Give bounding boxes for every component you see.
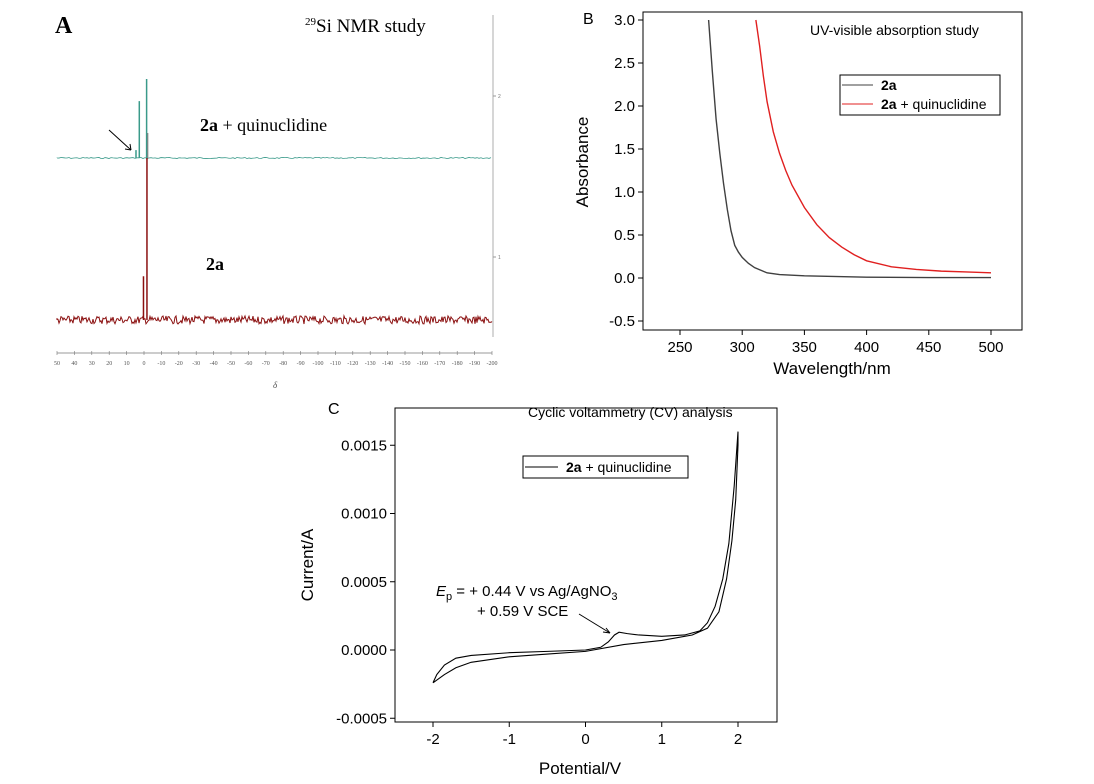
y-tick-label: 0.0005 — [341, 574, 387, 591]
x-tick-label: -180 — [452, 361, 463, 367]
y-tick-label: 1.0 — [614, 184, 635, 201]
y-tick-label: 0.5 — [614, 227, 635, 244]
panel-a-title: 29Si NMR study — [305, 16, 426, 37]
panel-b-uv: B UV-visible absorption study Wavelength… — [573, 11, 1023, 378]
x-axis-label: Wavelength/nm — [773, 359, 890, 378]
y-axis-label: Current/A — [298, 528, 317, 601]
x-tick-label: 500 — [978, 339, 1003, 356]
legend: 2a 2a + quinuclidine — [839, 74, 1001, 116]
series-2a-baseline — [56, 314, 493, 326]
y-tick-label: 3.0 — [614, 12, 635, 29]
y-tick-label: -0.0005 — [336, 710, 387, 727]
x-tick-label: -20 — [175, 361, 183, 367]
x-tick-label: 400 — [854, 339, 879, 356]
x-tick-label: 40 — [71, 361, 77, 367]
x-tick-label: 1 — [658, 731, 666, 748]
y-tick-label: 1.5 — [614, 141, 635, 158]
x-tick-label: -200 — [487, 361, 498, 367]
series-line-2a — [707, 19, 991, 279]
ep-arrow — [578, 613, 611, 634]
x-tick-label: 350 — [792, 339, 817, 356]
y-axis-label: Absorbance — [573, 117, 592, 208]
x-tick-label: -50 — [227, 361, 235, 367]
right-tick-label: 2 — [498, 94, 501, 100]
x-tick-label: -90 — [297, 361, 305, 367]
x-tick-label: -2 — [426, 731, 439, 748]
y-tick-label: 2.5 — [614, 55, 635, 72]
panel-label-a: A — [55, 13, 73, 39]
series-line-quinuclidine — [755, 19, 992, 274]
legend-box — [522, 455, 689, 479]
annotation-arrow-head — [124, 143, 132, 151]
plot-frame — [394, 407, 778, 723]
x-tick-label: 30 — [89, 361, 95, 367]
ep-annotation-line2: + 0.59 V SCE — [477, 603, 568, 620]
x-tick-label: 0 — [581, 731, 589, 748]
x-tick-label: -150 — [400, 361, 411, 367]
cv-curve — [432, 431, 739, 684]
x-tick-label: 2 — [734, 731, 742, 748]
x-tick-label: -40 — [210, 361, 218, 367]
plot-frame — [642, 11, 1023, 331]
legend-box — [839, 74, 1001, 116]
legend: 2a + quinuclidine — [522, 455, 689, 479]
series-label-2a: 2a — [206, 254, 224, 274]
y-tick-label: 2.0 — [614, 98, 635, 115]
x-tick-label: -10 — [157, 361, 165, 367]
ep-annotation-line1: Ep = + 0.44 V vs Ag/AgNO3 — [436, 583, 618, 603]
right-tick-label: 1 — [498, 255, 501, 261]
x-tick-label: 450 — [916, 339, 941, 356]
x-tick-label: 50 — [54, 361, 60, 367]
x-tick-label: -170 — [434, 361, 445, 367]
legend-label-quinuclidine: 2a + quinuclidine — [881, 96, 987, 112]
x-tick-label: -1 — [503, 731, 516, 748]
panel-a-nmr: A 29Si NMR study 2a + quinuclidine 2a δ … — [54, 13, 501, 390]
y-tick-label: 0.0010 — [341, 506, 387, 523]
x-tick-label: -80 — [279, 361, 287, 367]
x-axis-label: δ — [273, 380, 278, 390]
x-tick-label: -60 — [244, 361, 252, 367]
x-axis-label: Potential/V — [539, 759, 622, 778]
x-tick-label: 10 — [124, 361, 130, 367]
x-tick-label: -160 — [417, 361, 428, 367]
x-tick-label: 250 — [667, 339, 692, 356]
annotation-arrow — [108, 129, 132, 151]
panel-b-title: UV-visible absorption study — [810, 22, 979, 38]
series-quinuclidine-baseline — [56, 156, 492, 160]
x-tick-label: -30 — [192, 361, 200, 367]
x-tick-label: -190 — [469, 361, 480, 367]
x-tick-label: -130 — [365, 361, 376, 367]
x-tick-label: -110 — [330, 361, 341, 367]
y-tick-label: 0.0015 — [341, 437, 387, 454]
x-tick-label: -100 — [313, 361, 324, 367]
legend-label: 2a + quinuclidine — [566, 459, 672, 475]
panel-label-b: B — [583, 11, 594, 28]
x-tick-label: -140 — [382, 361, 393, 367]
panel-label-c: C — [328, 401, 340, 418]
ep-arrow-head — [602, 627, 611, 634]
x-tick-label: -120 — [347, 361, 358, 367]
series-label-quinuclidine: 2a + quinuclidine — [200, 115, 327, 135]
y-tick-label: 0.0000 — [341, 642, 387, 659]
y-tick-label: -0.5 — [609, 313, 635, 330]
x-tick-label: 20 — [106, 361, 112, 367]
y-tick-label: 0.0 — [614, 270, 635, 287]
panel-c-cv: C Cyclic voltammetry (CV) analysis Poten… — [298, 401, 778, 778]
x-tick-label: 300 — [730, 339, 755, 356]
panel-c-title: Cyclic voltammetry (CV) analysis — [528, 404, 733, 420]
x-tick-label: 0 — [143, 361, 146, 367]
x-tick-label: -70 — [262, 361, 270, 367]
legend-label-2a: 2a — [881, 77, 897, 93]
